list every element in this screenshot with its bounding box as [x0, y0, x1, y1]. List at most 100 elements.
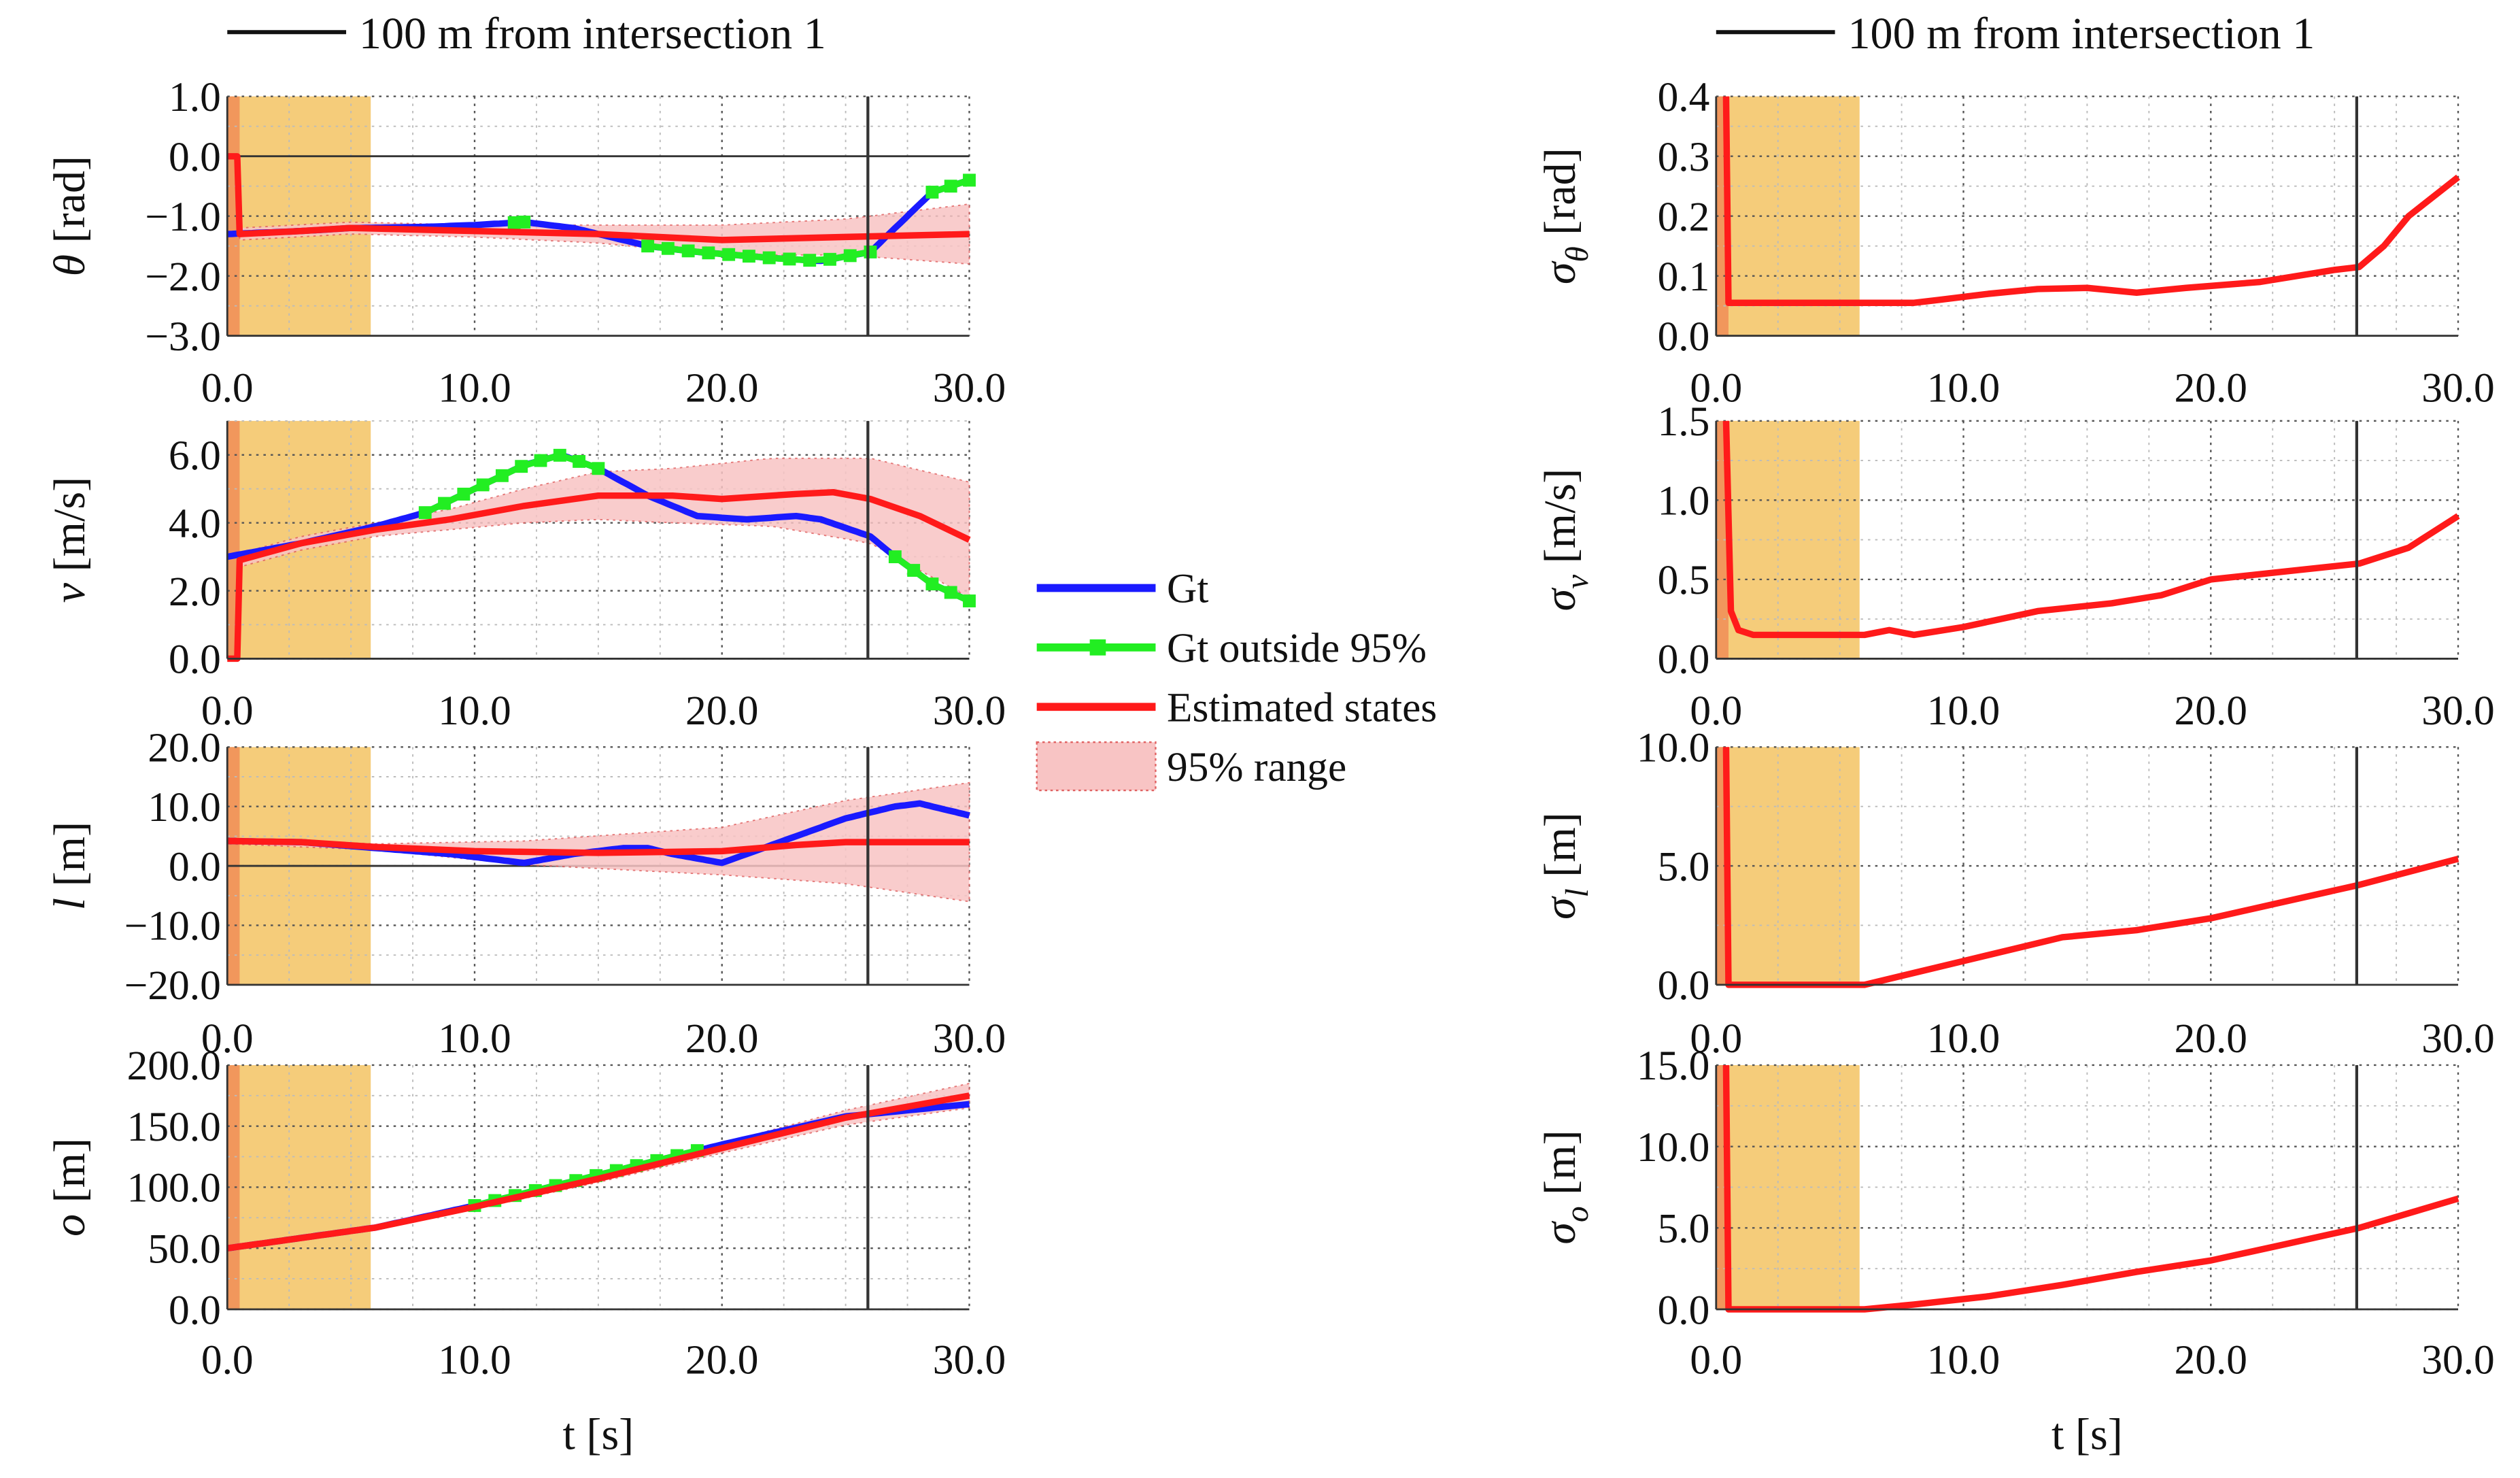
- gt-outside-marker: [925, 186, 939, 199]
- y-tick-label: 0.0: [1658, 637, 1710, 683]
- y-label-symbol: l: [45, 898, 95, 910]
- gt-outside-marker: [507, 216, 521, 229]
- y-tick-label: −10.0: [124, 903, 221, 950]
- y-tick-label: 0.0: [169, 134, 221, 180]
- y-axis-label: σv [m/s]: [1535, 469, 1595, 611]
- subplot-right-1: 0.0 0.5 1.0 1.5 0.0 10.0 20.0 30.0 σv [m/s]: [1535, 399, 2495, 734]
- x-tick-label: 30.0: [2421, 1337, 2494, 1383]
- gt-outside-marker: [641, 239, 655, 253]
- y-tick-label: 0.4: [1658, 74, 1710, 120]
- y-tick-label: −1.0: [145, 194, 220, 240]
- gt-outside-marker: [702, 246, 715, 260]
- y-tick-label: 10.0: [148, 784, 220, 830]
- subplot-left-2: 20.0 10.0 0.0 −10.0 −20.0 0.0 10.0 20.0 30.0 l [m…: [45, 725, 1006, 1062]
- x-tick-label: 0.0: [1690, 365, 1742, 411]
- x-tick-label: 30.0: [933, 1337, 1006, 1383]
- y-label-unit: [m/s]: [45, 477, 95, 583]
- y-tick-label: 0.1: [1658, 254, 1710, 300]
- y-tick-label: −20.0: [124, 962, 221, 1009]
- gt-outside-marker: [722, 248, 736, 261]
- gt-outside-marker: [495, 469, 509, 482]
- x-tick-label: 30.0: [933, 1015, 1006, 1062]
- y-label-subscript: v: [1560, 575, 1595, 589]
- y-label-symbol: o: [45, 1214, 95, 1237]
- gt-outside-marker: [925, 577, 939, 590]
- gt-outside-marker: [762, 251, 776, 265]
- gt-outside-marker: [823, 252, 836, 266]
- estimated-states-line: [1722, 420, 2460, 639]
- x-tick-label: 20.0: [2175, 688, 2247, 734]
- gt-outside-marker: [418, 506, 432, 520]
- x-tick-label: 10.0: [1927, 688, 2000, 734]
- gt-outside-marker: [573, 454, 586, 468]
- subplot-left-3: 0.0 50.0 100.0 150.0 200.0 0.0 10.0 20.0 30.0 o […: [45, 1043, 1006, 1459]
- x-tick-label: 10.0: [438, 365, 511, 411]
- y-tick-label: 0.5: [1658, 557, 1710, 603]
- x-tick-label: 30.0: [2421, 688, 2494, 734]
- y-tick-label: 150.0: [127, 1104, 221, 1150]
- x-axis-label: t [s]: [563, 1409, 634, 1459]
- gt-outside-marker: [864, 246, 877, 258]
- y-tick-label: 0.3: [1658, 134, 1710, 180]
- y-label-symbol: θ: [45, 254, 95, 276]
- x-tick-label: 0.0: [1690, 688, 1742, 734]
- estimated-states-line: [227, 153, 970, 243]
- x-tick-label: 10.0: [1927, 365, 2000, 411]
- initialization-period-region: [227, 96, 371, 336]
- initialization-period-region: [1716, 1064, 1860, 1309]
- y-tick-label: −2.0: [145, 254, 220, 300]
- legend-label: Gt: [1167, 566, 1208, 612]
- x-tick-label: 20.0: [2175, 1015, 2247, 1062]
- x-tick-label: 0.0: [201, 1015, 254, 1062]
- gt-outside-segment: [424, 452, 600, 516]
- x-tick-label: 30.0: [2421, 365, 2494, 411]
- x-tick-label: 30.0: [933, 688, 1006, 734]
- estimated-states-line: [227, 837, 970, 856]
- subplot-left-0: 1.0 0.0 −1.0 −2.0 −3.0 0.0 10.0 20.0 30.0 θ [rad]…: [45, 9, 1006, 412]
- y-label-unit: [m]: [45, 822, 95, 898]
- gt-outside-marker: [963, 173, 976, 187]
- gt-outside-marker: [438, 497, 451, 510]
- x-tick-label: 10.0: [1927, 1015, 2000, 1062]
- y-tick-label: 0.0: [169, 637, 221, 683]
- y-tick-label: 15.0: [1637, 1043, 1709, 1089]
- y-axis-label: σl [m]: [1535, 812, 1595, 920]
- gt-outside-marker: [783, 252, 796, 266]
- gt-outside-marker: [515, 460, 528, 473]
- y-tick-label: 1.5: [1658, 399, 1710, 445]
- initialization-period-region: [227, 1064, 371, 1309]
- x-axis-label: t [s]: [2051, 1409, 2123, 1459]
- y-axis-label: θ [rad]: [45, 156, 95, 277]
- initialization-period-region: [1716, 747, 1860, 985]
- y-label-symbol: σ: [1535, 1221, 1585, 1245]
- y-tick-label: 20.0: [148, 725, 220, 771]
- y-axis-label: σθ [rad]: [1535, 148, 1595, 284]
- gt-outside-marker: [476, 478, 490, 492]
- y-tick-label: 10.0: [1637, 725, 1709, 771]
- x-tick-label: 20.0: [685, 1015, 758, 1062]
- gt-outside-marker: [661, 241, 675, 255]
- x-tick-label: 30.0: [933, 365, 1006, 411]
- y-label-unit: [m/s]: [1535, 469, 1585, 575]
- y-tick-label: 50.0: [148, 1226, 220, 1272]
- x-tick-label: 10.0: [438, 1015, 511, 1062]
- estimated-states-line: [1722, 96, 2460, 306]
- y-tick-label: 0.0: [169, 1287, 221, 1333]
- x-tick-label: 10.0: [438, 688, 511, 734]
- x-tick-label: 0.0: [201, 365, 254, 411]
- y-label-subscript: o: [1560, 1206, 1595, 1222]
- x-tick-label: 20.0: [685, 688, 758, 734]
- y-axis-label: v [m/s]: [45, 477, 95, 603]
- gt-outside-marker: [843, 249, 857, 263]
- legend-label: 95% range: [1167, 744, 1346, 790]
- y-tick-label: 5.0: [1658, 843, 1710, 890]
- y-label-symbol: σ: [1535, 261, 1585, 284]
- legend-swatch-band: [1036, 741, 1157, 792]
- y-tick-label: 0.0: [1658, 1287, 1710, 1333]
- y-tick-label: 1.0: [1658, 478, 1710, 524]
- gt-outside-marker: [553, 448, 566, 462]
- gt-outside-marker: [944, 586, 957, 599]
- x-tick-label: 30.0: [2421, 1015, 2494, 1062]
- y-label-unit: [m]: [1535, 812, 1585, 888]
